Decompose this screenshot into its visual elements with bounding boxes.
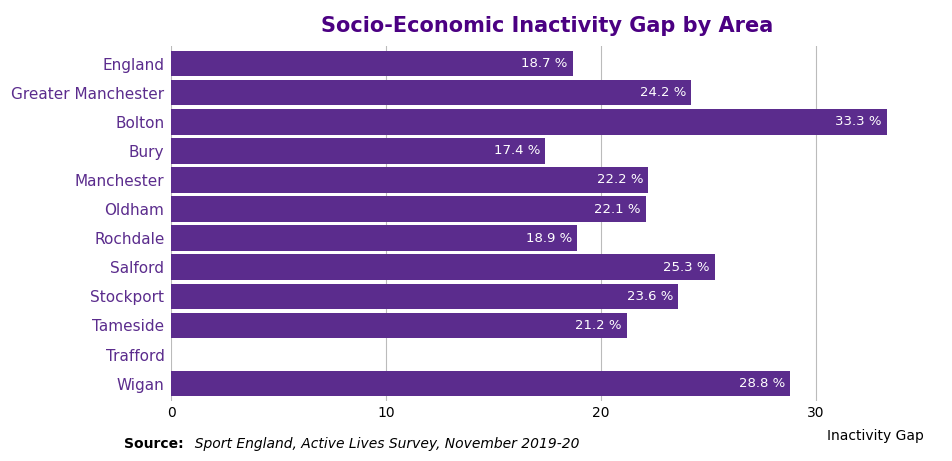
Bar	[171, 109, 887, 135]
Bar	[171, 254, 715, 280]
Bar	[171, 138, 545, 164]
Bar	[171, 51, 573, 77]
Bar	[171, 80, 691, 106]
Bar	[171, 284, 679, 309]
Text: 33.3 %: 33.3 %	[835, 115, 882, 128]
Bar	[171, 313, 627, 338]
Text: 18.7 %: 18.7 %	[522, 57, 567, 70]
Text: 28.8 %: 28.8 %	[739, 377, 784, 390]
Bar	[171, 196, 646, 222]
Text: 22.2 %: 22.2 %	[597, 173, 643, 186]
Title: Socio-Economic Inactivity Gap by Area: Socio-Economic Inactivity Gap by Area	[321, 16, 774, 36]
Text: 17.4 %: 17.4 %	[493, 144, 540, 157]
Bar	[171, 371, 790, 396]
Text: Inactivity Gap: Inactivity Gap	[826, 430, 923, 443]
Text: Sport England, Active Lives Survey, November 2019-20: Sport England, Active Lives Survey, Nove…	[186, 437, 579, 451]
Text: 21.2 %: 21.2 %	[575, 319, 622, 332]
Text: 24.2 %: 24.2 %	[640, 86, 686, 99]
Bar	[171, 225, 578, 251]
Text: 22.1 %: 22.1 %	[594, 202, 641, 216]
Text: 18.9 %: 18.9 %	[526, 231, 572, 245]
Text: 23.6 %: 23.6 %	[626, 290, 673, 303]
Text: Source:: Source:	[124, 437, 184, 451]
Bar	[171, 167, 648, 193]
Text: 25.3 %: 25.3 %	[664, 261, 709, 274]
